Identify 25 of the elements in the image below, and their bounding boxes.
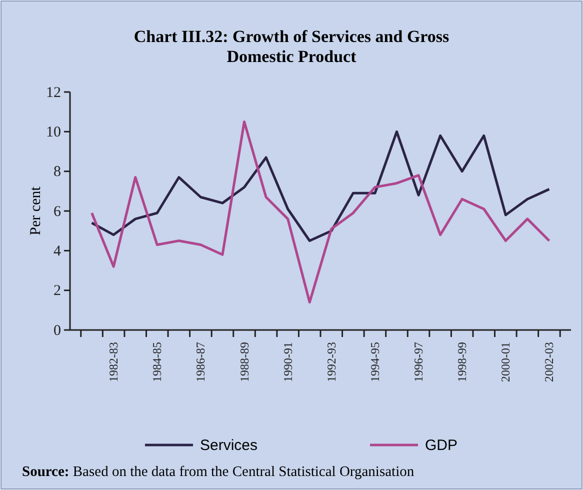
x-tick-label: 1984-85 — [150, 342, 164, 382]
y-tick-label: 0 — [54, 322, 61, 339]
source-note: Source: Based on the data from the Central Statistical Organisation — [22, 464, 415, 480]
x-tick-label: 2000-01 — [498, 342, 513, 382]
y-tick-label: 10 — [46, 124, 61, 140]
y-tick-label: 6 — [54, 204, 62, 220]
x-tick-label: 1982-83 — [106, 342, 121, 382]
x-tick-label: 2002-03 — [542, 342, 556, 382]
line-series — [90, 120, 550, 304]
x-tick-label: 1990-91 — [280, 342, 295, 382]
x-tick-label: 1998-99 — [455, 342, 470, 382]
y-tick-label: 4 — [54, 243, 62, 260]
y-tick-label: 12 — [46, 84, 61, 101]
y-tick-label: 2 — [54, 283, 61, 300]
x-tick-label: 1994-95 — [368, 342, 382, 382]
y-tick-label: 8 — [54, 164, 61, 180]
legend-label: Services — [200, 437, 258, 454]
x-tick-label: 1992-93 — [324, 342, 338, 382]
x-tick-label: 1996-97 — [412, 342, 426, 382]
chart-title: Chart III.32: Growth of Services and Gross Domestic Product — [134, 27, 450, 66]
legend-label: GDP — [425, 437, 458, 454]
x-tick-label: 1986-87 — [194, 342, 208, 382]
y-axis-title: Per cent — [28, 186, 44, 236]
line-series — [90, 130, 550, 242]
x-tick-label: 1988-89 — [237, 342, 252, 382]
